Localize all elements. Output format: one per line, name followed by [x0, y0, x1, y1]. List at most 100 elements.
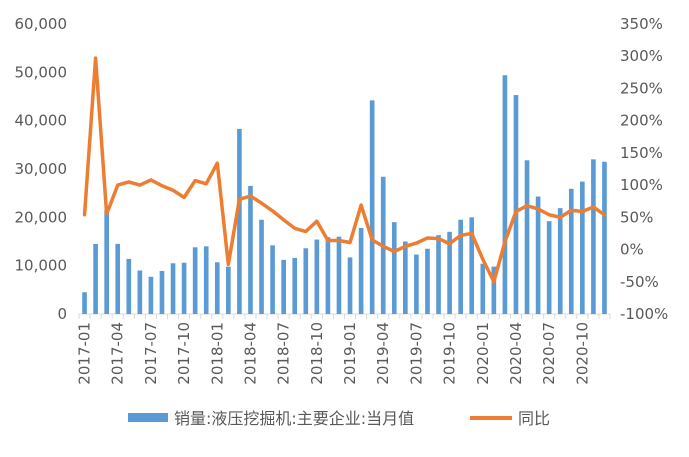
yoy-line	[82, 56, 607, 284]
y-right-tick-label: -100%	[620, 305, 668, 323]
yoy-point-2018-04	[249, 194, 252, 198]
bar-2019-03	[369, 100, 375, 314]
yoy-point-2017-04	[116, 183, 119, 187]
bar-2018-09	[303, 248, 309, 314]
y-left-tick-label: 30,000	[15, 160, 68, 178]
bar-2019-09	[436, 235, 441, 314]
yoy-point-2018-12	[337, 239, 341, 242]
axes-layer	[78, 313, 611, 319]
yoy-point-2020-09	[570, 209, 573, 212]
bar-2019-12	[469, 217, 475, 314]
yoy-point-2019-09	[437, 237, 440, 240]
bar-2020-10	[580, 181, 585, 314]
yoy-point-2017-02	[94, 56, 97, 60]
line-series-layer	[82, 56, 607, 284]
bar-2017-09	[170, 263, 176, 314]
bar-2017-08	[159, 270, 165, 314]
bar-2018-06	[270, 245, 275, 314]
bar-2019-07	[414, 254, 419, 314]
yoy-point-2020-10	[581, 210, 584, 213]
yoy-point-2017-10	[182, 196, 186, 199]
x-tick-label: 2018-04	[241, 322, 259, 385]
y-right-tick-label: 250%	[620, 79, 663, 97]
y-right-tick-label: 200%	[620, 112, 663, 130]
yoy-point-2020-01	[481, 258, 484, 261]
bar-2017-04	[115, 243, 121, 314]
bar-2017-01	[82, 292, 87, 314]
yoy-point-2018-09	[304, 230, 307, 233]
yoy-point-2020-07	[547, 213, 551, 216]
y-right-tick-label: 150%	[620, 144, 663, 162]
x-tick-label: 2019-04	[374, 322, 392, 385]
bar-2020-05	[524, 160, 530, 314]
bar-2017-10	[181, 262, 187, 314]
yoy-point-2018-02	[227, 263, 230, 266]
yoy-point-2019-01	[348, 241, 352, 244]
yoy-point-2017-07	[149, 178, 153, 182]
bar-2018-02	[226, 266, 231, 314]
yoy-point-2020-12	[603, 213, 606, 216]
yoy-point-2020-08	[559, 216, 562, 219]
legend-label-bar: 销量:液压挖掘机:主要企业:当月值	[174, 409, 414, 428]
x-tick-label: 2020-04	[507, 322, 525, 385]
bar-2019-11	[458, 219, 463, 314]
tick-label-layer: 0 10,000 20,000 30,000 40,000 50,000 60,000 -10…	[15, 15, 669, 385]
legend-label-line: 同比	[518, 409, 550, 428]
bar-2017-03	[104, 210, 109, 314]
y-right-tick-label: 0%	[620, 241, 644, 259]
bar-2019-01	[347, 257, 353, 314]
yoy-point-2020-06	[536, 207, 540, 211]
bar-2018-01	[214, 262, 220, 314]
yoy-point-2017-06	[138, 183, 142, 187]
yoy-point-2018-05	[260, 201, 263, 205]
x-tick-label: 2020-01	[474, 322, 492, 385]
x-tick-label: 2019-07	[407, 322, 425, 385]
bar-2020-12	[602, 161, 607, 314]
legend-swatch-bar	[128, 413, 168, 422]
bar-series-layer	[82, 75, 607, 314]
bar-2020-01	[480, 263, 486, 314]
bar-2019-02	[358, 227, 364, 314]
x-tick-label: 2020-07	[540, 322, 558, 385]
x-tick-label: 2018-01	[208, 322, 226, 385]
yoy-point-2020-04	[514, 210, 518, 213]
bar-2020-03	[502, 75, 508, 314]
yoy-point-2019-12	[470, 232, 473, 235]
bar-2020-02	[491, 266, 497, 314]
y-left-tick-label: 50,000	[15, 63, 68, 81]
y-left-tick-label: 40,000	[15, 112, 68, 130]
y-right-tick-label: -50%	[620, 273, 659, 291]
y-right-tick-label: 300%	[620, 47, 663, 65]
yoy-point-2018-07	[282, 218, 285, 222]
bar-2018-05	[259, 219, 264, 314]
y-right-tick-label: 350%	[620, 15, 663, 33]
yoy-point-2019-10	[448, 242, 451, 245]
yoy-point-2019-07	[415, 241, 418, 245]
bar-2018-12	[336, 236, 342, 314]
yoy-point-2020-02	[492, 280, 496, 283]
bar-2020-04	[513, 95, 519, 314]
bar-2019-10	[447, 231, 452, 314]
bar-2017-07	[148, 276, 154, 314]
yoy-point-2019-11	[459, 234, 462, 237]
yoy-point-2017-03	[105, 212, 108, 216]
bar-2020-06	[535, 196, 541, 314]
x-tick-label: 2019-10	[441, 322, 459, 385]
yoy-point-2017-09	[171, 189, 175, 192]
bar-2020-09	[568, 188, 574, 314]
yoy-point-2019-03	[370, 238, 374, 242]
x-tick-label: 2017-07	[142, 322, 160, 385]
yoy-point-2020-11	[592, 205, 595, 209]
x-tick-label: 2019-01	[341, 322, 359, 385]
yoy-point-2020-05	[525, 204, 529, 207]
legend: 销量:液压挖掘机:主要企业:当月值 同比	[128, 409, 550, 428]
bar-2019-06	[403, 241, 408, 314]
yoy-point-2018-08	[293, 227, 296, 230]
yoy-point-2017-08	[160, 184, 164, 187]
yoy-point-2017-11	[193, 179, 197, 182]
yoy-point-2019-08	[426, 236, 429, 240]
x-tick-label: 2017-04	[109, 322, 127, 385]
yoy-point-2018-10	[315, 220, 319, 223]
